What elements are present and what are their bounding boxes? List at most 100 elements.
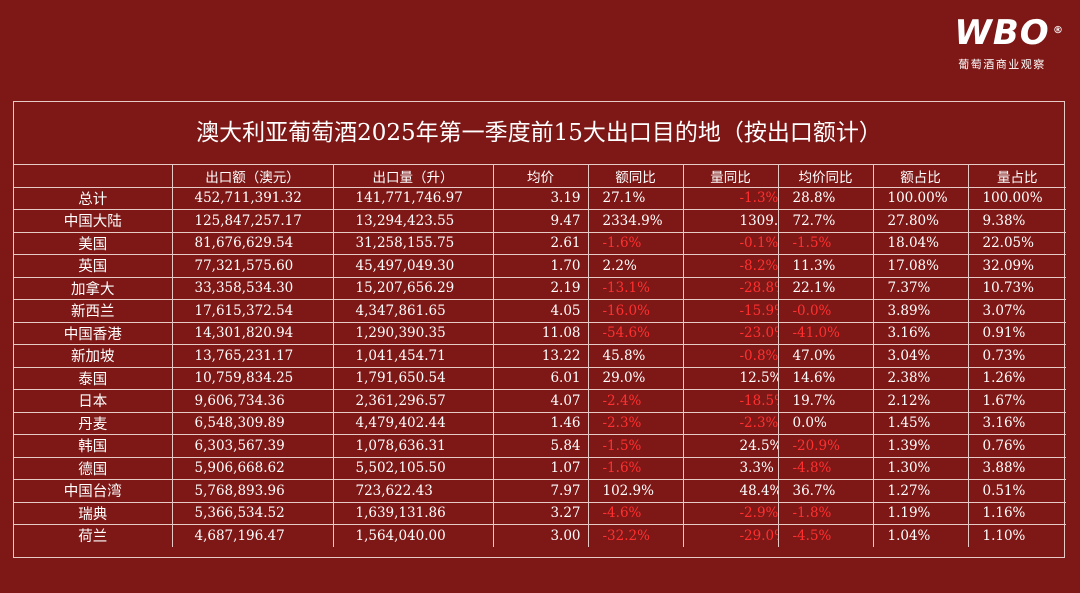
value-share-cell: 1.39%: [872, 434, 968, 457]
price-yoy-cell: 47.0%: [777, 344, 873, 367]
volume-share-cell: 22.05%: [967, 231, 1066, 255]
destination-cell: 新西兰: [14, 299, 172, 322]
price-yoy-cell: 19.7%: [777, 389, 873, 412]
destination-cell: 德国: [14, 456, 172, 480]
export-value-cell: 5,906,668.62: [171, 456, 333, 480]
price-yoy-cell: -20.9%: [777, 434, 873, 457]
table-row: 韩国6,303,567.391,078,636.315.84-1.5%24.5%…: [14, 434, 1066, 457]
avg-price-cell: 1.70: [492, 254, 588, 277]
volume-yoy-cell: -8.2%: [682, 254, 778, 277]
destination-cell: 荷兰: [14, 524, 172, 547]
export-value-cell: 5,366,534.52: [171, 501, 333, 525]
export-volume-cell: 1,564,040.00: [332, 524, 493, 547]
export-value-cell: 9,606,734.36: [171, 389, 333, 412]
export-volume-cell: 5,502,105.50: [332, 456, 493, 480]
volume-share-cell: 3.88%: [967, 456, 1066, 480]
table-row: 中国台湾 5,768,893.96 723,622.43 7.97 102.9% 48.4…: [14, 479, 1066, 502]
export-value-cell: 6,303,567.39: [171, 434, 333, 457]
value-yoy-cell: 45.8%: [587, 344, 683, 367]
value-share-cell: 1.19%: [872, 501, 968, 525]
wbo-logo: WBO ® 葡萄酒商业观察: [946, 14, 1063, 72]
export-destinations-table: 出口额（澳元） 出口量（升） 均价 额同比 量同比 均价同比 额占比 量占比 总计 452,71…: [14, 165, 1066, 547]
value-yoy-cell: 2334.9%: [587, 209, 683, 232]
value-share-cell: 3.16%: [872, 321, 968, 345]
value-share-cell: 2.38%: [872, 366, 968, 390]
header-price-yoy: 均价同比: [777, 165, 873, 187]
volume-yoy-cell: -0.8%: [682, 344, 778, 367]
value-share-cell: 3.89%: [872, 299, 968, 322]
table-row: 英国 77,321,575.60 45,497,049.30 1.70 2.2% -8.2…: [14, 254, 1066, 277]
header-export-value: 出口额（澳元）: [171, 165, 333, 187]
export-value-cell: 10,759,834.25: [171, 366, 333, 390]
price-yoy-cell: 28.8%: [777, 186, 873, 210]
export-value-cell: 6,548,309.89: [171, 411, 333, 435]
table-row: 荷兰 4,687,196.47 1,564,040.00 3.00 -32.2% -29.…: [14, 524, 1066, 547]
logo-wordmark: WBO ®: [946, 14, 1063, 52]
volume-yoy-cell: -1.3%: [682, 186, 778, 210]
volume-share-cell: 10.73%: [967, 276, 1066, 300]
avg-price-cell: 5.84: [492, 434, 588, 457]
volume-yoy-cell: -2.3%: [682, 411, 778, 435]
export-value-cell: 77,321,575.60: [171, 254, 333, 277]
volume-share-cell: 0.76%: [967, 434, 1066, 457]
value-yoy-cell: 29.0%: [587, 366, 683, 390]
price-yoy-cell: -1.5%: [777, 231, 873, 255]
value-share-cell: 100.00%: [872, 186, 968, 210]
volume-yoy-cell: 24.5%: [682, 434, 778, 457]
header-value-yoy: 额同比: [587, 165, 683, 187]
volume-yoy-cell: -28.8%: [682, 276, 778, 300]
destination-cell: 英国: [14, 254, 172, 277]
price-yoy-cell: 72.7%: [777, 209, 873, 232]
export-value-cell: 125,847,257.17: [171, 209, 333, 232]
value-yoy-cell: -2.3%: [587, 411, 683, 435]
export-value-cell: 5,768,893.96: [171, 479, 333, 502]
value-share-cell: 2.12%: [872, 389, 968, 412]
export-volume-cell: 4,479,402.44: [332, 411, 493, 435]
avg-price-cell: 2.19: [492, 276, 588, 300]
value-yoy-cell: -1.6%: [587, 456, 683, 480]
volume-yoy-cell: 1309.8%: [682, 209, 778, 232]
value-yoy-cell: -2.4%: [587, 389, 683, 412]
table-body: 总计 452,711,391.32 141,771,746.97 3.19 27.1% -…: [14, 186, 1066, 547]
avg-price-cell: 9.47: [492, 209, 588, 232]
destination-cell: 丹麦: [14, 411, 172, 435]
table-title: 澳大利亚葡萄酒2025年第一季度前15大出口目的地（按出口额计）: [14, 102, 1064, 165]
avg-price-cell: 3.19: [492, 186, 588, 210]
volume-share-cell: 0.91%: [967, 321, 1066, 345]
export-volume-cell: 2,361,296.57: [332, 389, 493, 412]
volume-yoy-cell: -15.9%: [682, 299, 778, 322]
table-row: 新西兰 17,615,372.54 4,347,861.65 4.05 -16.0% -1…: [14, 299, 1066, 322]
value-yoy-cell: -4.6%: [587, 501, 683, 525]
volume-share-cell: 1.16%: [967, 501, 1066, 525]
volume-share-cell: 0.51%: [967, 479, 1066, 502]
destination-cell: 美国: [14, 231, 172, 255]
volume-share-cell: 3.16%: [967, 411, 1066, 435]
avg-price-cell: 2.61: [492, 231, 588, 255]
table-row: 丹麦 6,548,309.89 4,479,402.44 1.46 -2.3% -2.3%…: [14, 411, 1066, 435]
destination-cell: 泰国: [14, 366, 172, 390]
avg-price-cell: 4.07: [492, 389, 588, 412]
price-yoy-cell: -0.0%: [777, 299, 873, 322]
export-volume-cell: 45,497,049.30: [332, 254, 493, 277]
logo-subtitle: 葡萄酒商业观察: [958, 58, 1046, 71]
volume-yoy-cell: -18.5%: [682, 389, 778, 412]
export-volume-cell: 31,258,155.75: [332, 231, 493, 255]
export-value-cell: 452,711,391.32: [171, 186, 333, 210]
volume-share-cell: 3.07%: [967, 299, 1066, 322]
avg-price-cell: 11.08: [492, 321, 588, 345]
header-row: 出口额（澳元） 出口量（升） 均价 额同比 量同比 均价同比 额占比 量占比: [14, 165, 1066, 187]
header-export-volume: 出口量（升）: [332, 165, 493, 187]
price-yoy-cell: 22.1%: [777, 276, 873, 300]
price-yoy-cell: -41.0%: [777, 321, 873, 345]
destination-cell: 加拿大: [14, 276, 172, 300]
header-avg-price: 均价: [492, 165, 588, 187]
avg-price-cell: 13.22: [492, 344, 588, 367]
price-yoy-cell: 11.3%: [777, 254, 873, 277]
volume-yoy-cell: -23.0%: [682, 321, 778, 345]
destination-cell: 总计: [14, 186, 172, 210]
export-value-cell: 4,687,196.47: [171, 524, 333, 547]
table-row: 新加坡 13,765,231.17 1,041,454.71 13.22 45.8% -0…: [14, 344, 1066, 367]
volume-yoy-cell: 12.5%: [682, 366, 778, 390]
avg-price-cell: 3.27: [492, 501, 588, 525]
value-share-cell: 1.04%: [872, 524, 968, 547]
